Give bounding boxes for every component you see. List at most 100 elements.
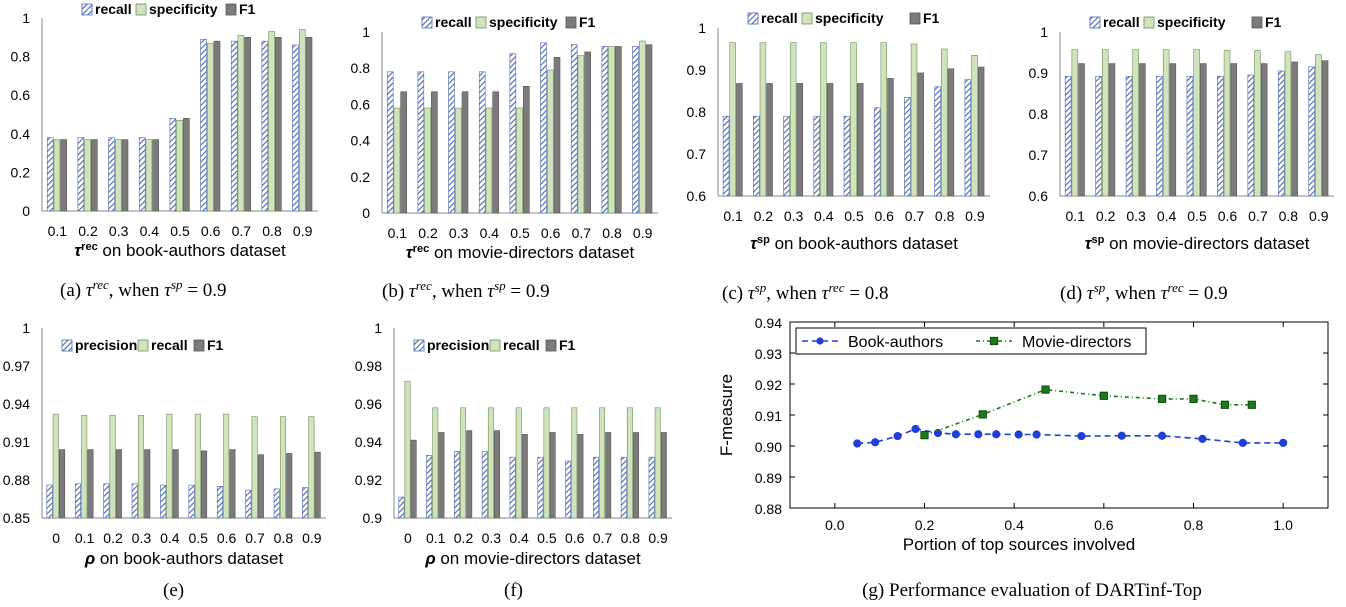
bar-f1-0.2 — [115, 449, 122, 519]
bar-specificity-0.9 — [638, 40, 646, 214]
x-tick-label: 0.1 — [723, 208, 743, 224]
y-tick-label: 0.4 — [11, 126, 31, 142]
bar-specificity-0.4 — [485, 107, 493, 214]
bar-specificity-0.8 — [1284, 51, 1292, 197]
bar-recall-0 — [404, 380, 411, 519]
y-axis-label: F-measure — [717, 374, 736, 456]
data-point-book-authors — [871, 438, 880, 447]
bar-recall-0.7 — [251, 416, 258, 519]
legend-swatch-f1 — [565, 16, 577, 29]
bar-f1-0.4 — [172, 449, 179, 519]
bar-f1-0 — [410, 439, 417, 519]
bar-recall-0.2 — [77, 137, 85, 212]
chart-panel-e: 0.85 0.88 0.91 0.94 0.97 1 0 0.1 0.2 0.3 0.4 0.5 0.6… — [3, 320, 326, 601]
x-tick-label: 0.5 — [1187, 208, 1207, 224]
bar-recall-0.9 — [632, 46, 639, 214]
caption-mid: , when — [109, 280, 164, 301]
bar-f1-0.1 — [736, 83, 743, 197]
y-tick-label: 1 — [698, 20, 706, 36]
bar-recall-0.7 — [904, 97, 911, 197]
x-axis-label: ρ on book-authors dataset — [84, 549, 284, 568]
data-point-movie-directors — [1247, 400, 1256, 409]
legend-label-f1: F1 — [559, 337, 576, 353]
x-tick-label: 0.2 — [454, 530, 474, 546]
bar-specificity-0.9 — [971, 54, 978, 197]
panel-caption: (c) τsp, when τrec = 0.8 — [722, 280, 889, 305]
x-tick-label: 0.5 — [170, 223, 190, 239]
caption-symbol-sup: rec — [416, 278, 432, 293]
bar-f1-0.7 — [605, 432, 612, 519]
bar-specificity-0.6 — [880, 42, 888, 197]
bar-recall-0.8 — [934, 86, 941, 197]
bar-specificity-0.6 — [546, 69, 554, 214]
legend-label-recall: recall — [761, 10, 798, 26]
bar-specificity-0.2 — [1102, 49, 1109, 197]
bar-precision-0.6 — [565, 460, 572, 519]
bar-recall-0.2 — [753, 115, 760, 197]
x-tick-label: 0.1 — [48, 223, 68, 239]
bar-recall-0.6 — [873, 107, 881, 197]
bar-recall-0.9 — [964, 79, 972, 197]
bar-recall-0.2 — [417, 71, 425, 214]
bar-f1-0.5 — [857, 83, 864, 197]
caption-symbol-sup: sp — [755, 280, 767, 295]
x-tick-label: 0 — [52, 530, 60, 546]
caption-prefix: (a) — [60, 280, 86, 301]
caption-prefix: (f) — [504, 580, 523, 601]
bar-specificity-0.8 — [608, 46, 615, 214]
axis-symbol-sup: rec — [413, 243, 430, 255]
x-tick-label: 0.2 — [78, 223, 98, 239]
bar-specificity-0.5 — [176, 119, 183, 212]
legend-frame — [795, 327, 1147, 355]
data-point-movie-directors — [1041, 385, 1050, 394]
chart-panel-d: 0.6 0.7 0.8 0.9 1 0.1 0.2 0.3 0.4 0.5 0.6 0.7 0.8 0.9… — [1029, 14, 1334, 304]
axis-symbol-sup: rec — [81, 241, 98, 253]
bar-recall-0.3 — [783, 115, 790, 197]
bar-recall-0.1 — [46, 137, 54, 212]
x-tick-label: 0.7 — [1248, 208, 1268, 224]
legend-swatch-recall — [489, 339, 501, 352]
y-tick-label: 0.8 — [687, 104, 707, 120]
legend-label-book-authors: Book-authors — [848, 334, 943, 351]
bar-specificity-0.9 — [1315, 54, 1322, 197]
x-tick-label: 0.9 — [648, 530, 668, 546]
bar-f1-0.8 — [275, 36, 282, 212]
x-axis-label: τrec on movie-directors dataset — [406, 243, 635, 262]
axis-symbol: τ — [750, 234, 758, 253]
y-tick-label: 0.9 — [363, 510, 383, 526]
legend-label-recall: recall — [503, 337, 540, 353]
x-tick-label: 0.6 — [1094, 517, 1114, 533]
axis-symbol-sup: sp — [1092, 234, 1105, 246]
data-point-movie-directors — [920, 431, 929, 440]
y-tick-label: 0.93 — [755, 346, 782, 362]
bar-precision-0.3 — [481, 451, 488, 519]
bar-f1-0.9 — [305, 36, 313, 212]
bar-specificity-0.2 — [424, 107, 431, 214]
x-tick-label: 0.6 — [1218, 208, 1238, 224]
legend-swatch-f1 — [193, 339, 205, 352]
bar-specificity-0.5 — [516, 107, 523, 214]
legend-swatch-recall — [1089, 16, 1101, 29]
data-point-movie-directors — [1158, 394, 1167, 403]
bar-recall-0.6 — [223, 413, 230, 519]
bar-specificity-0.3 — [1132, 49, 1139, 197]
x-axis-label: τsp on movie-directors dataset — [1085, 234, 1310, 253]
x-tick-label: 0.5 — [188, 530, 208, 546]
caption-symbol: τ — [1087, 283, 1095, 304]
data-point-book-authors — [1198, 434, 1207, 443]
bar-f1-0.9 — [1321, 60, 1329, 197]
bar-recall-0.6 — [1217, 75, 1224, 197]
x-tick-label: 0.9 — [1309, 208, 1329, 224]
bar-precision-0.5 — [537, 456, 544, 519]
series-line-book-authors — [857, 428, 1284, 445]
y-tick-label: 1 — [374, 320, 382, 336]
axis-label-rest: on movie-directors dataset — [429, 243, 634, 262]
panel-caption: (a) τrec, when τsp = 0.9 — [60, 277, 227, 302]
bar-recall-0.9 — [1308, 66, 1315, 197]
y-tick-label: 0.85 — [3, 510, 30, 526]
bar-f1-0.5 — [523, 86, 530, 214]
x-tick-label: 0.6 — [874, 208, 894, 224]
legend-swatch-specificity — [1143, 16, 1155, 29]
bar-recall-0.4 — [166, 413, 173, 519]
x-tick-label: 0.7 — [572, 225, 592, 241]
